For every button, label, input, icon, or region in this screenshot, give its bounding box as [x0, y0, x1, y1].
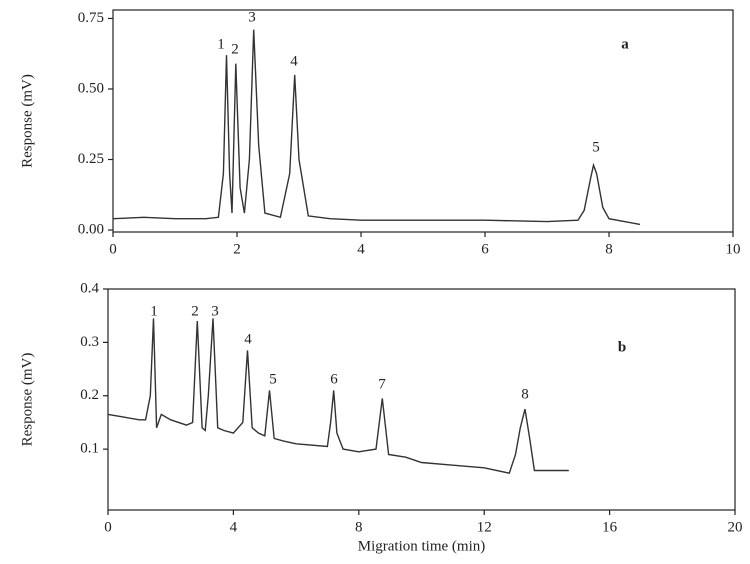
- peak-label: 4: [244, 331, 252, 347]
- x-tick-label: 20: [728, 519, 743, 535]
- peak-label: 5: [592, 139, 600, 155]
- y-tick-label: 0.75: [78, 10, 104, 26]
- x-tick-label: 4: [230, 519, 238, 535]
- y-tick-label: 0.50: [78, 80, 104, 96]
- plot-frame: [112, 9, 734, 233]
- trace: [107, 318, 569, 475]
- y-tick-label: 0.00: [78, 221, 104, 237]
- y-axis-label: Response (mV): [19, 74, 35, 168]
- x-tick-label: 4: [357, 241, 365, 257]
- peak-label: 1: [217, 36, 225, 52]
- x-tick-label: 0: [109, 241, 117, 257]
- peak-label: 2: [231, 41, 239, 57]
- panel-label: b: [618, 339, 626, 355]
- peak-label: 8: [521, 386, 529, 402]
- x-tick-label: 12: [477, 519, 492, 535]
- x-tick-label: 0: [104, 519, 112, 535]
- x-tick-label: 10: [726, 241, 741, 257]
- plot-frame: [107, 288, 736, 511]
- x-tick-label: 2: [233, 241, 241, 257]
- peak-label: 2: [191, 303, 199, 319]
- x-axis-label: Migration time (min): [358, 538, 485, 554]
- y-tick-label: 0.2: [80, 387, 99, 403]
- trace: [112, 29, 641, 226]
- peak-label: 6: [330, 371, 338, 387]
- peak-label: 7: [378, 376, 386, 392]
- x-tick-label: 8: [605, 241, 613, 257]
- y-tick-label: 0.4: [80, 280, 99, 296]
- x-tick-label: 16: [602, 519, 618, 535]
- x-tick-label: 6: [481, 241, 489, 257]
- peak-label: 5: [269, 371, 277, 387]
- y-axis-label: Response (mV): [19, 353, 35, 447]
- peak-label: 1: [150, 303, 158, 319]
- y-tick-label: 0.3: [80, 334, 99, 350]
- peak-label: 3: [248, 9, 256, 25]
- peak-label: 4: [290, 53, 298, 69]
- y-tick-label: 0.25: [78, 151, 104, 167]
- panel-label: a: [621, 36, 629, 52]
- x-tick-label: 8: [355, 519, 363, 535]
- y-tick-label: 0.1: [80, 441, 99, 457]
- peak-label: 3: [211, 303, 219, 319]
